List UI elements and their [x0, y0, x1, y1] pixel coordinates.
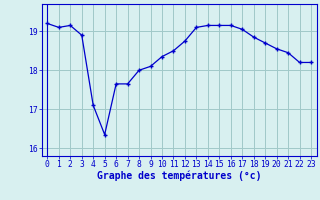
X-axis label: Graphe des températures (°c): Graphe des températures (°c)	[97, 171, 261, 181]
